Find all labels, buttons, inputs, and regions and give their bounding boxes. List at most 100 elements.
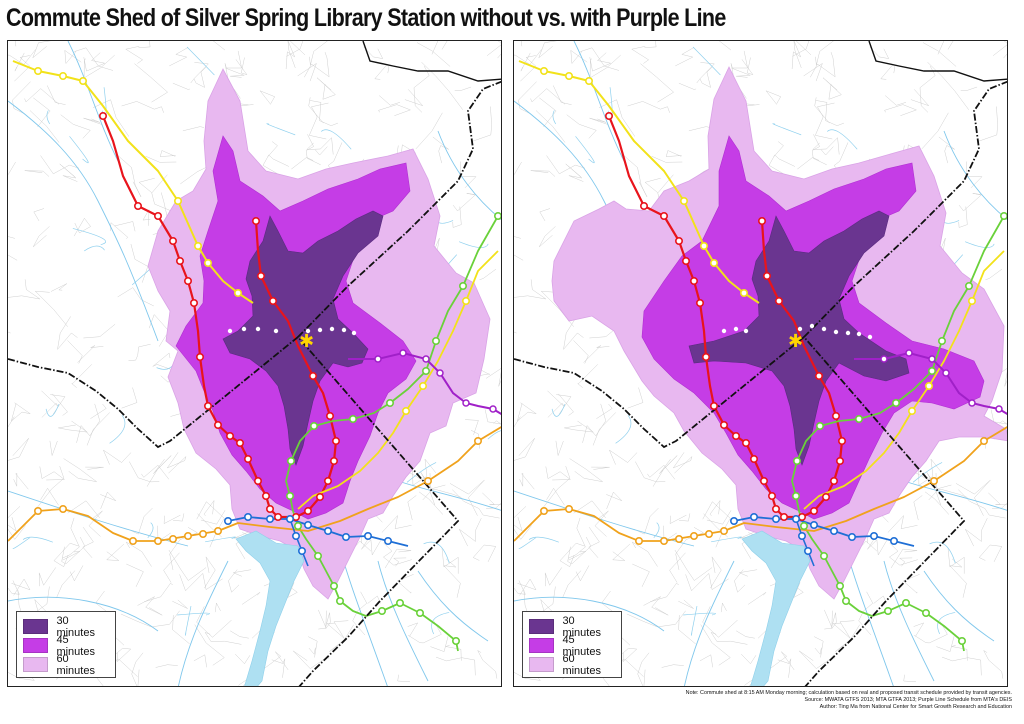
stream [514,490,695,547]
road [573,340,589,364]
road [193,66,207,88]
road [33,226,50,248]
road [63,458,97,482]
road [832,620,855,639]
road [472,106,492,142]
road [567,536,592,565]
station-icon [660,536,669,545]
legend-swatch-60 [529,657,555,672]
road [530,88,566,105]
road [514,331,517,334]
road [702,501,731,548]
road [949,558,967,598]
road [8,331,11,334]
road [67,500,100,519]
stream [937,612,956,635]
purple-line-stop-icon [273,328,279,334]
road [430,636,449,652]
station-icon [967,296,976,305]
stream [321,129,352,150]
station-icon [803,546,812,555]
road [383,542,412,566]
silver-spring-library-station-marker: ✱ [299,331,314,352]
station-icon [792,456,801,465]
commute-shed-30-minutes [688,210,910,466]
legend: 30 minutes 45 minutes 60 minutes [522,611,622,678]
station-icon [489,405,497,413]
stream [459,241,489,248]
stream [8,490,189,547]
station-icon [214,420,223,429]
road [858,591,874,636]
station-icon [869,531,878,540]
road [465,419,479,435]
legend-item-45: 45 minutes [529,634,615,658]
road [890,548,918,569]
purple-line-stop-icon [351,330,357,336]
station-icon [750,512,759,521]
station-icon [635,536,644,545]
road [24,88,60,105]
road [741,653,757,665]
station-icon [377,606,386,615]
road [992,502,1007,509]
potomac-river [741,530,811,686]
road [452,489,500,519]
road [675,527,704,570]
road [650,583,679,603]
road [259,90,276,105]
road [168,549,207,581]
road [678,615,696,645]
road [652,455,678,487]
road [562,570,582,599]
road [50,283,68,292]
station-icon [797,531,806,540]
road [50,394,66,415]
road [556,394,572,415]
purple-line-stop-icon [797,326,803,332]
stream [692,46,721,76]
station-icon [335,596,344,605]
station-icon [190,298,199,307]
stream [965,241,995,248]
purple-line-stop-icon [305,328,311,334]
road [125,46,144,64]
road [138,174,168,194]
road [235,653,251,665]
road [8,517,17,532]
station-icon [968,399,976,407]
road [518,81,537,115]
station-icon [964,282,973,291]
station-icon [957,636,966,645]
state-boundary [362,41,501,82]
road [632,563,650,587]
purple-line-stop-icon [867,334,873,340]
road [407,495,417,521]
road [142,209,151,226]
road [38,567,56,587]
road [32,41,51,59]
purple-line-stop-icon [809,323,815,329]
road [824,609,833,630]
road [204,631,242,645]
road [978,106,998,142]
road [138,41,151,48]
road [539,226,556,248]
road [902,574,920,594]
road [514,416,521,428]
station-icon [154,212,163,221]
road [520,55,537,82]
road [635,461,666,483]
road [747,592,767,605]
station-icon [234,289,243,298]
road [141,464,170,480]
road [821,146,834,156]
road [710,556,722,589]
road [486,41,501,56]
road [815,41,834,66]
station-icon [791,491,800,500]
road [262,154,289,176]
road [822,77,842,100]
station-icon [325,411,334,420]
station-icon [771,504,780,513]
